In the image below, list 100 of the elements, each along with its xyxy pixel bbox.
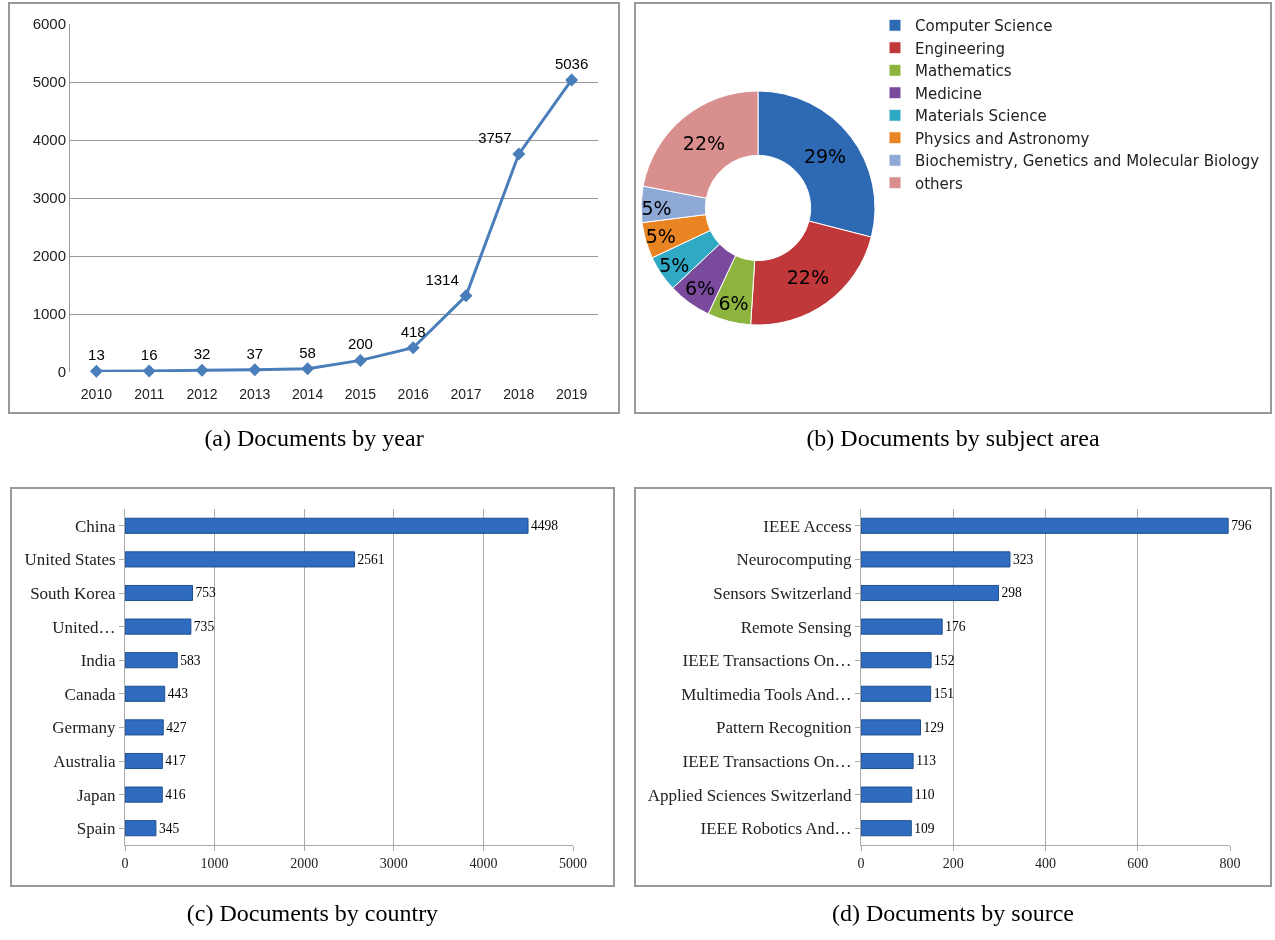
data-label: 583 [180, 652, 201, 668]
x-tick-label: 2000 [290, 855, 319, 871]
legend-label: Physics and Astronomy [915, 129, 1090, 148]
bar [861, 584, 999, 602]
y-tick-label: 4000 [32, 131, 66, 149]
data-label: 753 [195, 585, 216, 601]
y-tick-label: IEEE Access [763, 516, 852, 536]
y-tick-label: Sensors Switzerland [713, 583, 853, 603]
x-tick-label: 3000 [379, 855, 408, 871]
x-tick-label: 5000 [559, 855, 587, 871]
legend-label: others [915, 174, 963, 193]
legend-label: Mathematics [915, 62, 1012, 81]
y-tick-label: IEEE Transactions On… [682, 651, 852, 671]
x-tick-label: 0 [121, 855, 129, 871]
data-label: 6% [685, 276, 716, 299]
data-label: 151 [933, 686, 954, 702]
legend-label: Materials Science [915, 107, 1047, 126]
y-tick-label: 5000 [32, 73, 66, 91]
x-tick-label: 600 [1127, 855, 1149, 871]
data-label: 3757 [478, 129, 512, 147]
x-tick-label: 2013 [239, 386, 271, 402]
y-tick-label: 0 [57, 363, 66, 381]
text: (a) Documents by year [203, 425, 425, 452]
y-tick-label: 2000 [32, 247, 66, 265]
x-tick-label: 4000 [469, 855, 498, 871]
point [353, 353, 367, 367]
bar [125, 820, 157, 837]
y-tick-label: 1000 [32, 305, 66, 323]
data-label: 109 [914, 820, 935, 836]
x-tick-label: 2016 [397, 386, 429, 402]
y-tick-label: Canada [64, 684, 117, 704]
data-label: 418 [400, 322, 426, 340]
bar [125, 719, 164, 736]
data-label: 129 [923, 719, 945, 735]
point [142, 364, 156, 378]
legend-label: Computer Science [915, 17, 1053, 36]
y-tick-label: Neurocomputing [736, 550, 853, 570]
bar [125, 551, 355, 568]
x-tick-label: 200 [942, 855, 964, 871]
bar [861, 719, 921, 736]
y-tick-label: IEEE Robotics And… [700, 819, 852, 839]
x-tick-label: 2014 [292, 386, 324, 402]
point [248, 363, 262, 377]
x-tick-label: 400 [1035, 855, 1056, 871]
point [89, 364, 103, 378]
point [512, 147, 526, 161]
y-tick-label: United States [24, 550, 116, 570]
data-label: 200 [347, 335, 373, 353]
text: (b) Documents by subject area [805, 425, 1101, 452]
data-label: 427 [166, 719, 187, 735]
y-tick-label: Remote Sensing [740, 617, 853, 637]
x-tick-label: 800 [1219, 855, 1241, 871]
data-label: 323 [1012, 551, 1034, 567]
bar [125, 517, 529, 534]
bar [125, 652, 178, 669]
point [301, 362, 315, 376]
x-tick-label: 2012 [186, 386, 218, 402]
x-tick-label: 2010 [80, 386, 113, 402]
legend-label: Biochemistry, Genetics and Molecular Biology [915, 152, 1260, 171]
x-tick-label: 2019 [556, 386, 588, 402]
y-tick-label: Applied Sciences Switzerland [647, 785, 853, 805]
x-tick-label: 2018 [503, 386, 535, 402]
data-label: 16 [140, 346, 158, 364]
legend-label: Engineering [915, 39, 1005, 58]
y-tick-label: China [74, 516, 117, 536]
bar [861, 786, 913, 803]
y-tick-label: Japan [76, 785, 117, 805]
y-tick-label: United… [52, 617, 116, 637]
data-label: 29% [803, 145, 847, 168]
data-label: 2561 [357, 551, 385, 567]
data-label: 6% [718, 292, 749, 315]
y-tick-label: Australia [53, 751, 117, 771]
bar [861, 551, 1011, 568]
y-tick-label: Pattern Recognition [716, 718, 853, 738]
data-label: 113 [916, 753, 937, 769]
data-label: 22% [786, 265, 829, 288]
x-tick-label: 2017 [450, 386, 482, 402]
point [565, 73, 579, 87]
y-tick-label: Germany [52, 718, 117, 738]
bar [861, 652, 932, 669]
data-label: 443 [167, 686, 189, 702]
data-label: 22% [682, 131, 726, 154]
bar [125, 584, 193, 602]
data-label: 416 [165, 786, 186, 802]
bar [125, 618, 192, 635]
point [406, 341, 420, 355]
data-label: 345 [158, 820, 180, 836]
data-label: 58 [299, 343, 316, 361]
x-tick-label: 2011 [134, 386, 165, 402]
y-tick-label: India [80, 651, 117, 671]
bar [861, 820, 912, 837]
bar [861, 685, 932, 702]
bar [861, 752, 914, 770]
bar [125, 786, 163, 803]
data-label: 735 [193, 618, 215, 634]
data-label: 13 [88, 346, 105, 364]
data-label: 4498 [531, 518, 559, 534]
x-tick-label: 1000 [200, 855, 229, 871]
data-label: 152 [934, 652, 955, 668]
y-tick-label: 3000 [32, 189, 66, 207]
